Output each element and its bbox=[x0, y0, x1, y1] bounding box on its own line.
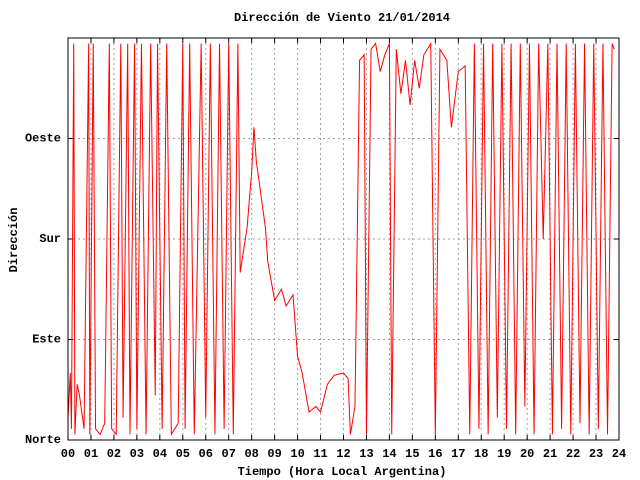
x-tick-label: 00 bbox=[61, 447, 75, 461]
x-tick-label: 07 bbox=[222, 447, 236, 461]
x-tick-label: 13 bbox=[359, 447, 373, 461]
data-line bbox=[67, 41, 615, 437]
chart-title: Dirección de Viento 21/01/2014 bbox=[234, 11, 450, 25]
x-axis-label: Tiempo (Hora Local Argentina) bbox=[238, 465, 447, 479]
x-tick-label: 22 bbox=[566, 447, 580, 461]
x-tick-label: 01 bbox=[84, 447, 98, 461]
x-tick-label: 24 bbox=[612, 447, 626, 461]
x-tick-label: 05 bbox=[176, 447, 190, 461]
y-tick-label: Oeste bbox=[25, 132, 61, 146]
x-tick-label: 16 bbox=[428, 447, 442, 461]
x-tick-label: 09 bbox=[267, 447, 281, 461]
x-tick-label: 08 bbox=[244, 447, 258, 461]
x-tick-label: 17 bbox=[451, 447, 465, 461]
x-tick-label: 21 bbox=[543, 447, 557, 461]
y-tick-label: Este bbox=[32, 333, 61, 347]
x-tick-label: 11 bbox=[313, 447, 327, 461]
y-tick-label: Sur bbox=[39, 232, 61, 246]
y-axis-label: Dirección bbox=[7, 208, 21, 273]
x-tick-label: 04 bbox=[153, 447, 167, 461]
x-tick-label: 15 bbox=[405, 447, 419, 461]
x-tick-label: 23 bbox=[589, 447, 603, 461]
x-tick-label: 12 bbox=[336, 447, 350, 461]
x-tick-label: 18 bbox=[474, 447, 488, 461]
plot-frame bbox=[67, 37, 620, 441]
y-tick-label: Norte bbox=[25, 433, 61, 447]
x-tick-label: 19 bbox=[497, 447, 511, 461]
x-tick-label: 14 bbox=[382, 447, 396, 461]
x-tick-label: 10 bbox=[290, 447, 304, 461]
x-tick-label: 02 bbox=[107, 447, 121, 461]
x-tick-label: 03 bbox=[130, 447, 144, 461]
x-tick-label: 06 bbox=[199, 447, 213, 461]
x-tick-label: 20 bbox=[520, 447, 534, 461]
